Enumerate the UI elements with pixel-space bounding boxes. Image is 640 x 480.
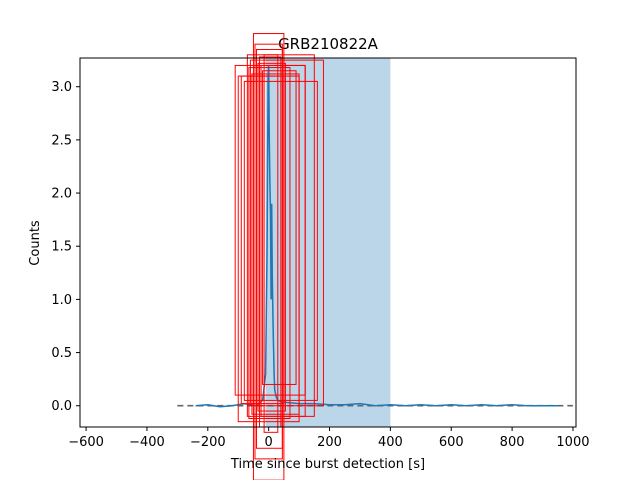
y-axis: 0.0 0.5 1.0 1.5 2.0 2.5 3.0 xyxy=(51,80,80,414)
plot-frame xyxy=(79,57,577,428)
series-line xyxy=(195,65,558,408)
annotation-box xyxy=(262,70,297,385)
x-tick-label: 400 xyxy=(378,435,403,450)
x-tick-label: −600 xyxy=(68,435,104,450)
x-axis: −600 −400 −200 0 200 400 600 800 1000 xyxy=(68,427,590,450)
x-tick-label: 1000 xyxy=(556,435,589,450)
plot-area xyxy=(177,33,573,480)
y-tick-label: 1.0 xyxy=(51,293,72,308)
x-tick-label: 0 xyxy=(265,435,273,450)
annotation-box xyxy=(240,75,285,405)
x-tick-label: 600 xyxy=(439,435,464,450)
y-tick-label: 0.0 xyxy=(51,399,72,414)
y-tick-label: 2.0 xyxy=(51,187,72,202)
x-tick-label: −200 xyxy=(190,435,226,450)
chart-title: GRB210822A xyxy=(278,35,379,53)
x-tick-label: −400 xyxy=(129,435,165,450)
y-tick-label: 1.5 xyxy=(51,240,72,255)
y-axis-label: Counts xyxy=(28,220,43,266)
annotation-box xyxy=(255,48,283,449)
annotation-box xyxy=(248,67,291,419)
annotation-box xyxy=(249,59,324,407)
annotation-box xyxy=(243,80,318,401)
annotation-box xyxy=(260,64,306,417)
y-tick-label: 0.5 xyxy=(51,346,72,361)
annotation-box xyxy=(251,73,300,415)
annotation-box xyxy=(263,54,279,433)
y-tick-label: 2.5 xyxy=(51,133,72,148)
shaded-interval xyxy=(265,58,391,427)
x-tick-label: 800 xyxy=(500,435,525,450)
x-axis-label: Time since burst detection [s] xyxy=(230,457,425,472)
y-tick-label: 3.0 xyxy=(51,80,72,95)
x-tick-label: 200 xyxy=(317,435,342,450)
annotation-box xyxy=(257,62,286,412)
